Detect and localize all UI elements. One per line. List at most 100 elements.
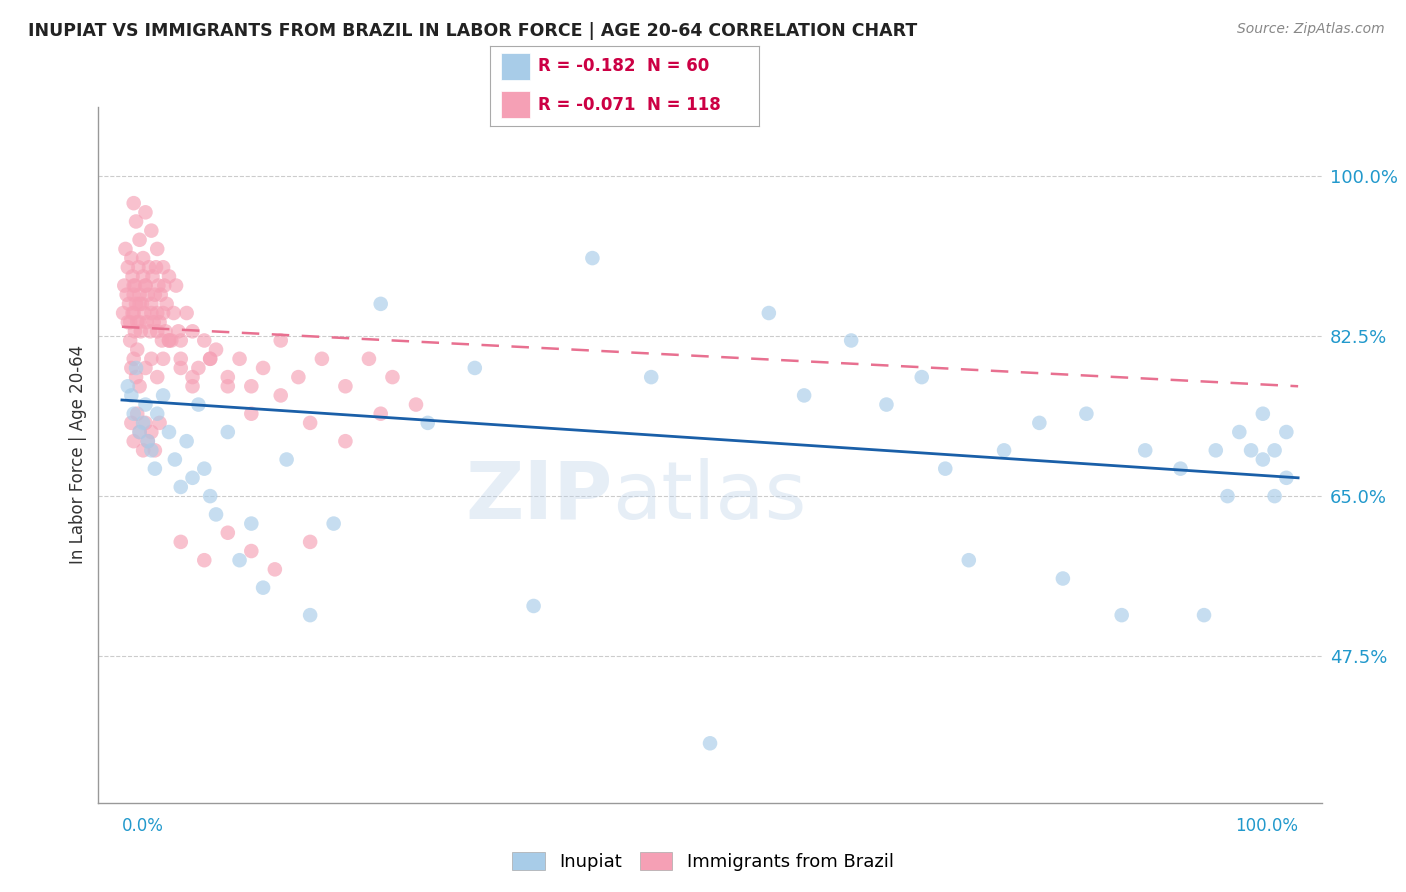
Point [170, 480, 193, 494]
Point [155, 324, 177, 338]
Point [240, 379, 263, 393]
Point [143, 287, 166, 301]
Point [193, 553, 215, 567]
Point [141, 351, 163, 366]
Point [146, 242, 169, 256]
Point [193, 461, 215, 475]
Point [117, 260, 139, 275]
Point [875, 398, 897, 412]
Point [124, 324, 146, 338]
Point [217, 525, 239, 540]
Point [640, 370, 662, 384]
Point [263, 562, 285, 576]
Point [149, 315, 172, 329]
Point [160, 334, 183, 348]
Point [141, 306, 163, 320]
Point [141, 297, 163, 311]
Point [170, 334, 193, 348]
Point [120, 251, 142, 265]
Text: INUPIAT VS IMMIGRANTS FROM BRAZIL IN LABOR FORCE | AGE 20-64 CORRELATION CHART: INUPIAT VS IMMIGRANTS FROM BRAZIL IN LAB… [28, 22, 917, 40]
Point [170, 361, 193, 376]
Point [129, 324, 152, 338]
Point [163, 452, 186, 467]
Point [132, 251, 155, 265]
Point [370, 407, 392, 421]
FancyBboxPatch shape [501, 53, 530, 80]
Point [122, 196, 145, 211]
Point [134, 306, 156, 320]
Point [581, 251, 603, 265]
Point [127, 407, 149, 421]
Point [125, 361, 148, 376]
Point [142, 315, 165, 329]
Point [150, 334, 173, 348]
Point [146, 306, 169, 320]
Point [157, 334, 180, 348]
Point [121, 306, 143, 320]
Point [148, 278, 170, 293]
Point [132, 443, 155, 458]
Point [1028, 416, 1050, 430]
Point [993, 443, 1015, 458]
Point [134, 361, 156, 376]
Point [128, 287, 150, 301]
Point [193, 334, 215, 348]
Point [145, 260, 167, 275]
Point [128, 297, 150, 311]
Point [228, 553, 250, 567]
Point [132, 269, 155, 284]
Point [1170, 461, 1192, 475]
Point [120, 416, 142, 430]
Point [125, 297, 148, 311]
Point [146, 324, 169, 338]
Point [157, 425, 180, 439]
Point [136, 434, 159, 449]
Text: atlas: atlas [612, 458, 807, 536]
Point [125, 214, 148, 228]
Point [152, 351, 174, 366]
Point [217, 370, 239, 384]
Point [299, 416, 322, 430]
Point [114, 242, 136, 256]
Point [1111, 608, 1133, 623]
Point [120, 315, 142, 329]
Point [141, 425, 163, 439]
Point [523, 599, 546, 613]
Point [217, 425, 239, 439]
Point [181, 471, 204, 485]
Point [122, 278, 145, 293]
Point [143, 443, 166, 458]
Point [322, 516, 344, 531]
Text: R = -0.182  N = 60: R = -0.182 N = 60 [538, 57, 710, 76]
Point [138, 260, 160, 275]
Point [131, 297, 153, 311]
Point [1227, 425, 1250, 439]
Point [228, 351, 250, 366]
Point [270, 334, 292, 348]
Point [117, 379, 139, 393]
Point [205, 508, 228, 522]
Point [136, 287, 159, 301]
Point [793, 388, 815, 402]
Point [1216, 489, 1239, 503]
Point [136, 434, 159, 449]
Text: Source: ZipAtlas.com: Source: ZipAtlas.com [1237, 22, 1385, 37]
Point [167, 324, 190, 338]
Point [187, 361, 209, 376]
Point [176, 434, 198, 449]
Point [464, 361, 486, 376]
Point [127, 260, 149, 275]
Text: 0.0%: 0.0% [122, 816, 165, 835]
Point [381, 370, 404, 384]
Point [134, 205, 156, 219]
Point [1264, 443, 1286, 458]
Point [1052, 572, 1074, 586]
Point [1275, 471, 1298, 485]
Point [198, 351, 221, 366]
Point [121, 269, 143, 284]
Point [187, 398, 209, 412]
Point [934, 461, 956, 475]
Point [299, 535, 322, 549]
Point [1251, 452, 1274, 467]
Point [141, 269, 163, 284]
